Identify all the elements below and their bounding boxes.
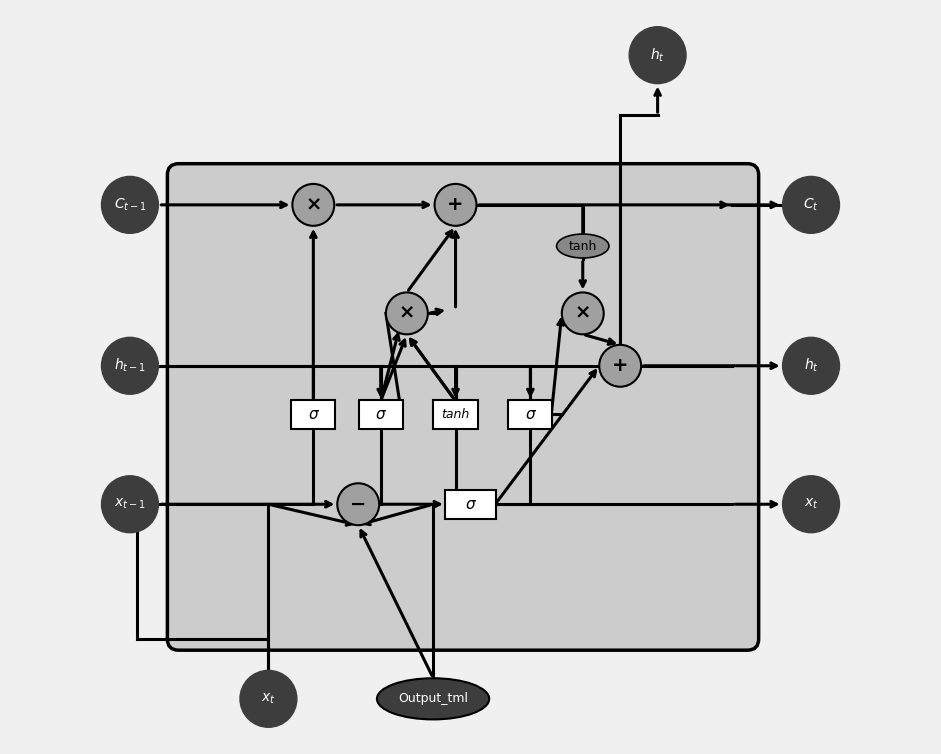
Circle shape bbox=[337, 483, 379, 526]
Circle shape bbox=[102, 476, 158, 532]
Text: σ: σ bbox=[375, 407, 386, 422]
Text: $x_t$: $x_t$ bbox=[804, 497, 819, 511]
Circle shape bbox=[435, 184, 476, 225]
Text: +: + bbox=[612, 357, 629, 375]
Text: ×: × bbox=[305, 195, 322, 214]
Circle shape bbox=[783, 337, 839, 394]
Ellipse shape bbox=[377, 679, 489, 719]
Circle shape bbox=[240, 670, 296, 728]
FancyBboxPatch shape bbox=[292, 400, 335, 429]
Text: σ: σ bbox=[466, 497, 475, 512]
Text: $x_t$: $x_t$ bbox=[261, 691, 276, 706]
Text: Output_tml: Output_tml bbox=[398, 692, 468, 705]
FancyBboxPatch shape bbox=[508, 400, 552, 429]
Circle shape bbox=[386, 293, 428, 334]
Text: $x_{t-1}$: $x_{t-1}$ bbox=[114, 497, 146, 511]
Text: +: + bbox=[447, 195, 464, 214]
Text: tanh: tanh bbox=[568, 240, 597, 253]
Circle shape bbox=[102, 337, 158, 394]
Circle shape bbox=[783, 176, 839, 233]
Text: −: − bbox=[350, 495, 366, 513]
Circle shape bbox=[599, 345, 641, 387]
Text: σ: σ bbox=[309, 407, 318, 422]
FancyBboxPatch shape bbox=[167, 164, 758, 650]
Text: σ: σ bbox=[526, 407, 535, 422]
Text: $h_{t-1}$: $h_{t-1}$ bbox=[114, 357, 146, 375]
Circle shape bbox=[783, 476, 839, 532]
Text: ×: × bbox=[399, 304, 415, 323]
Text: $h_t$: $h_t$ bbox=[650, 47, 665, 64]
FancyBboxPatch shape bbox=[434, 400, 478, 429]
Text: tanh: tanh bbox=[441, 408, 470, 421]
Text: $C_{t-1}$: $C_{t-1}$ bbox=[114, 197, 146, 213]
Circle shape bbox=[630, 26, 686, 84]
Circle shape bbox=[102, 176, 158, 233]
Text: $C_t$: $C_t$ bbox=[803, 197, 819, 213]
Text: ×: × bbox=[575, 304, 591, 323]
Circle shape bbox=[562, 293, 604, 334]
Ellipse shape bbox=[556, 234, 609, 258]
FancyBboxPatch shape bbox=[359, 400, 403, 429]
Circle shape bbox=[293, 184, 334, 225]
FancyBboxPatch shape bbox=[445, 489, 496, 519]
Text: $h_t$: $h_t$ bbox=[804, 357, 819, 375]
